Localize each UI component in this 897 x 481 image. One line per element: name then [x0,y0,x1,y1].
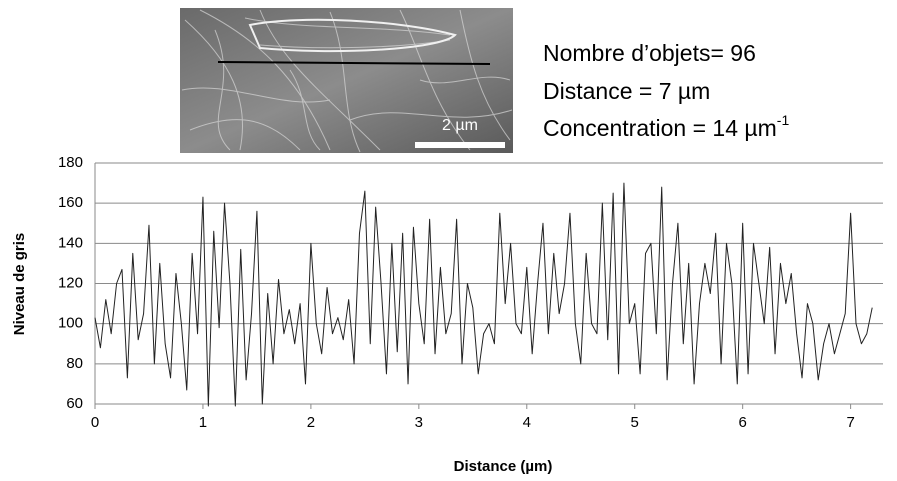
y-tick-label: 100 [58,315,83,332]
annotation: Nombre d’objets= 96 [543,40,756,66]
x-axis-title: Distance (µm) [454,458,553,475]
x-tick-label: 3 [415,414,423,431]
x-tick-label: 6 [738,414,746,431]
y-tick-label: 140 [58,234,83,251]
x-tick-label: 5 [631,414,639,431]
y-tick-label: 60 [66,395,83,412]
annotation-text: Concentration = 14 µm [543,115,777,141]
scale-label: 2 µm [442,117,478,134]
y-tick-label: 120 [58,274,83,291]
y-tick-label: 180 [58,154,83,171]
y-tick-label: 80 [66,355,83,372]
x-tick-label: 0 [91,414,99,431]
annotation-sup: -1 [777,112,790,128]
y-tick-label: 160 [58,194,83,211]
sem-inset: 2 µm [180,8,513,153]
y-axis-title: Niveau de gris [11,233,28,336]
annotation: Distance = 7 µm [543,78,710,104]
x-tick-label: 4 [523,414,531,431]
x-tick-label: 1 [199,414,207,431]
data-line [94,182,873,407]
x-tick-label: 7 [846,414,854,431]
x-tick-label: 2 [307,414,315,431]
annotation: Concentration = 14 µm-1 [543,112,789,141]
